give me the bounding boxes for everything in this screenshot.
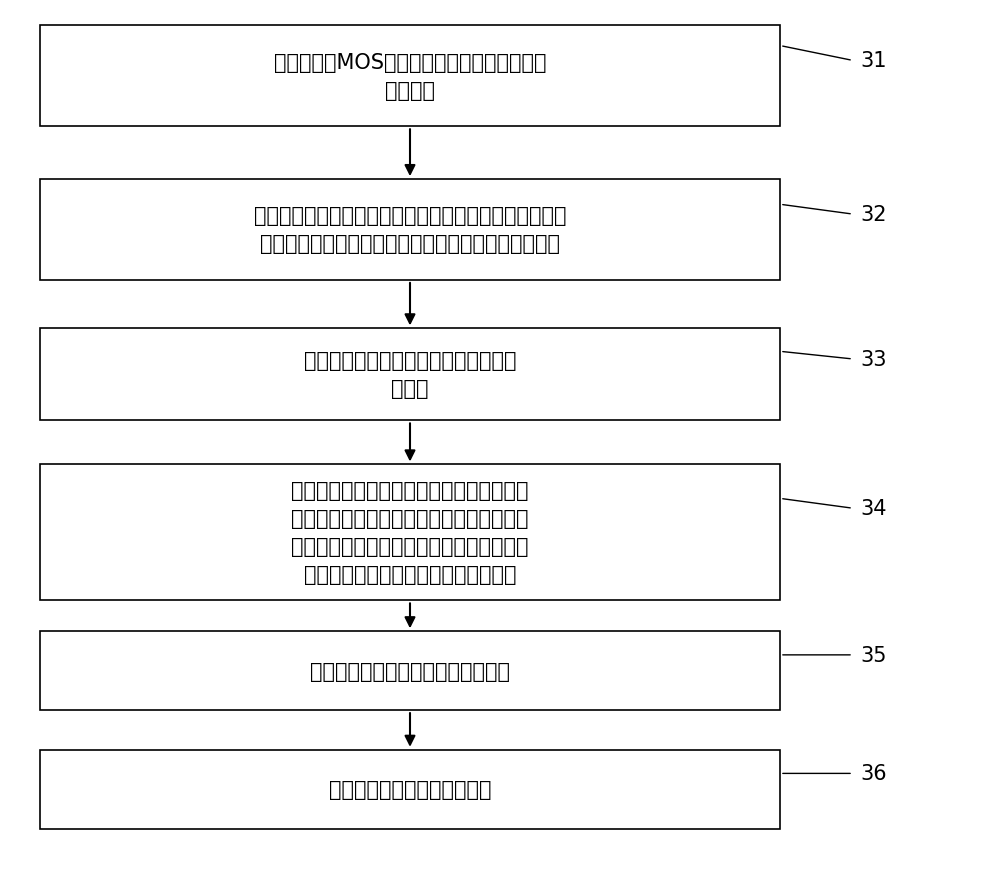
Text: 33: 33 (860, 350, 887, 369)
Text: 31: 31 (860, 52, 887, 71)
Text: 35: 35 (860, 645, 887, 665)
FancyBboxPatch shape (40, 329, 780, 421)
Text: 在所述功率MOS场效应管的衬底内刻蚀形成第
一浅沟槽: 在所述功率MOS场效应管的衬底内刻蚀形成第 一浅沟槽 (274, 53, 546, 101)
Text: 36: 36 (860, 764, 887, 783)
Text: 34: 34 (860, 499, 887, 518)
Text: 在所述第一氧化层内刻蚀形成多个第二
浅沟槽: 在所述第一氧化层内刻蚀形成多个第二 浅沟槽 (304, 351, 516, 399)
Text: 在所述衬底和所述第一氧化层上形成两个多
晶硅栅极，再以所述多晶硅栅极为阻挡层在
两个所述多晶硅栅极外侧的衬底表面进行离
子注入，形成第一有源区和第二有源区: 在所述衬底和所述第一氧化层上形成两个多 晶硅栅极，再以所述多晶硅栅极为阻挡层在 … (291, 481, 529, 585)
Text: 32: 32 (860, 205, 887, 225)
Text: 在所述第二氧化层上制作场板: 在所述第二氧化层上制作场板 (329, 780, 491, 799)
FancyBboxPatch shape (40, 180, 780, 281)
FancyBboxPatch shape (40, 26, 780, 127)
Text: 在所述多晶硅栅极上淀积第二氧化层: 在所述多晶硅栅极上淀积第二氧化层 (310, 661, 510, 681)
FancyBboxPatch shape (40, 631, 780, 710)
Text: 在所述第一浅沟槽内淀积第一氧化层，并对所述第一氧化
层进行刻蚀和研磨，去除所述衬底上的所述第一氧化层: 在所述第一浅沟槽内淀积第一氧化层，并对所述第一氧化 层进行刻蚀和研磨，去除所述衬… (254, 206, 566, 254)
FancyBboxPatch shape (40, 750, 780, 829)
FancyBboxPatch shape (40, 465, 780, 601)
